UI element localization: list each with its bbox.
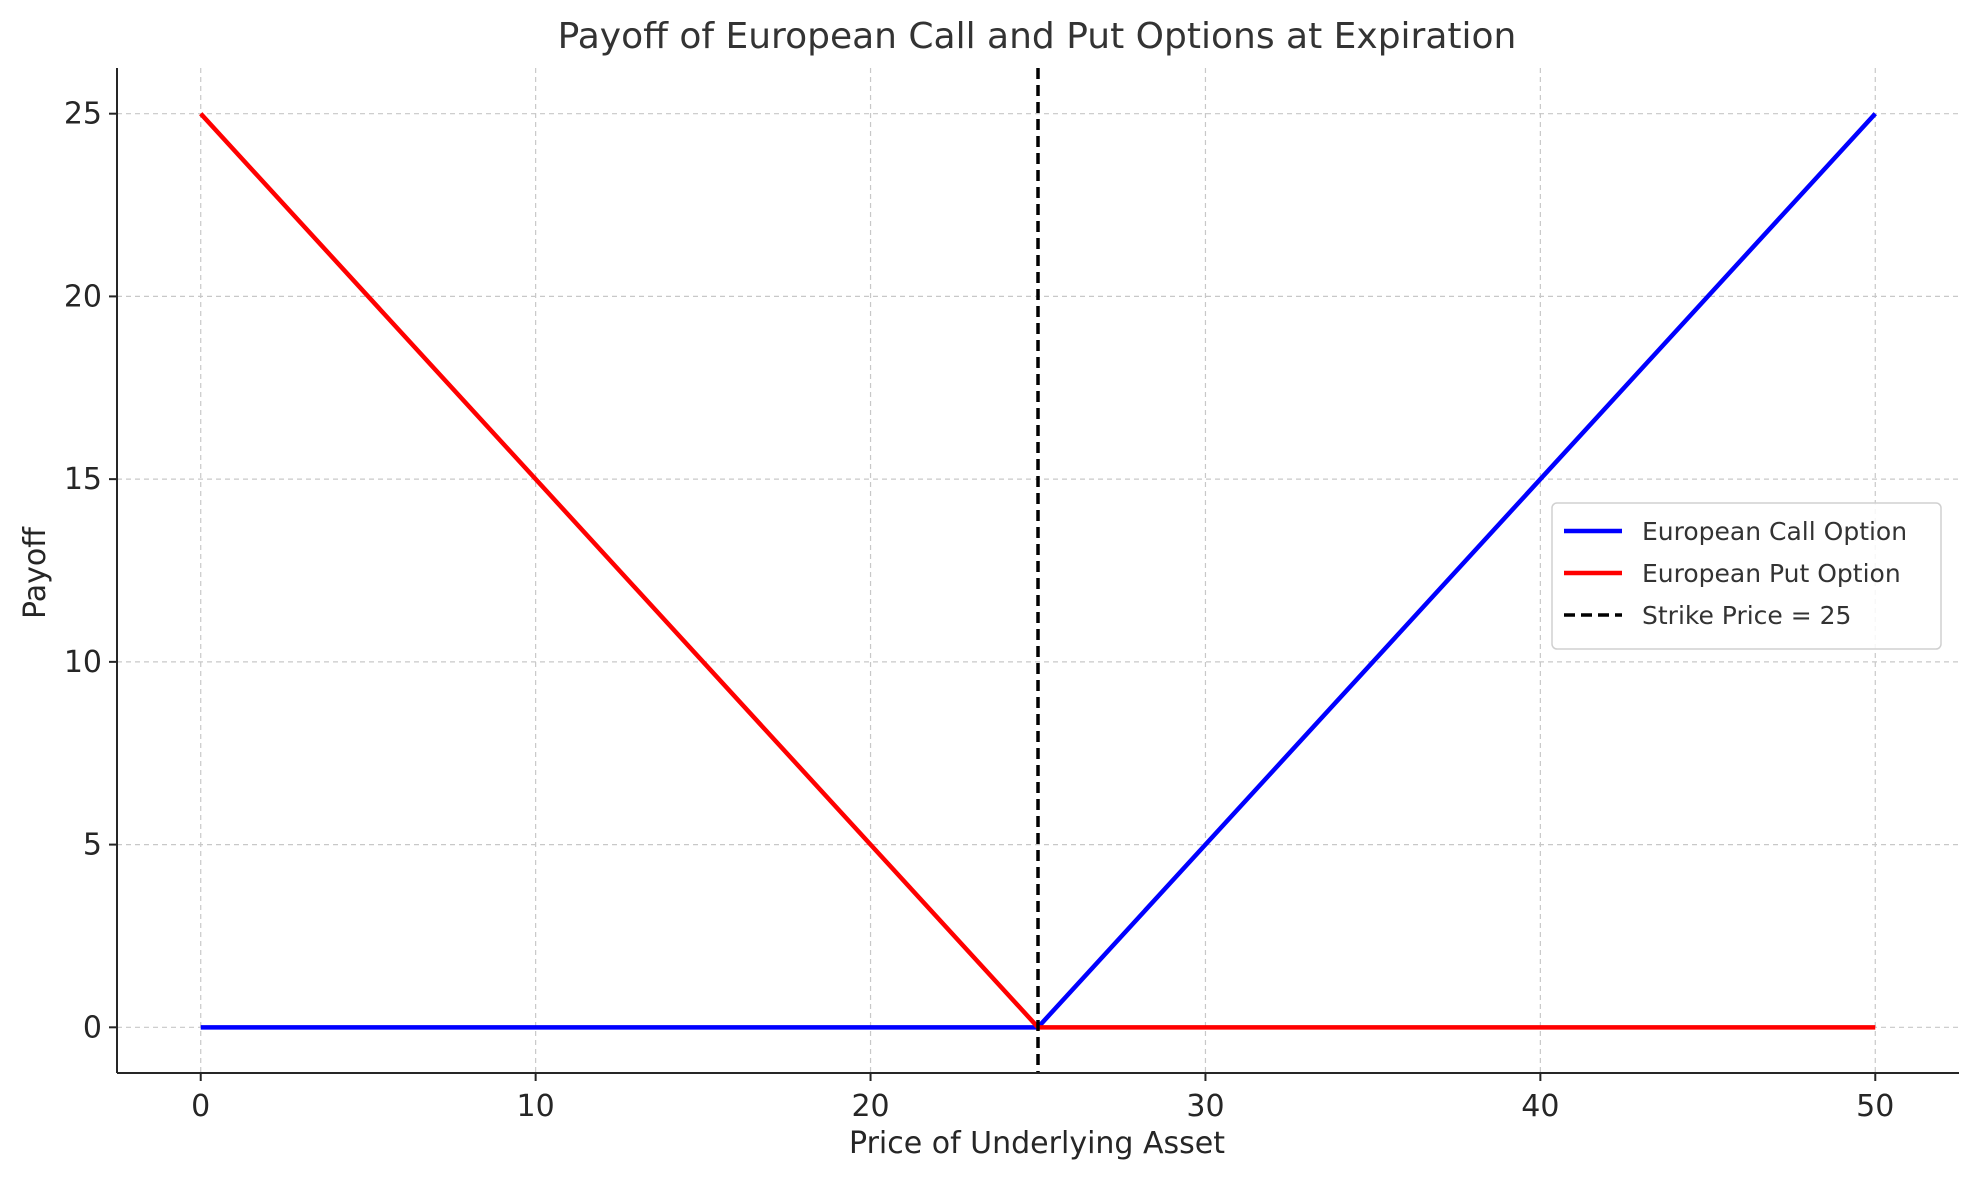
series-layer (199, 68, 1877, 1073)
x-tick-label: 30 (1186, 1089, 1224, 1124)
y-tick-label: 10 (64, 645, 102, 680)
chart-title: Payoff of European Call and Put Options … (558, 16, 1517, 57)
legend-entry-strike: Strike Price = 25 (1564, 601, 1851, 630)
x-tick-label: 50 (1856, 1089, 1894, 1124)
legend-label: European Put Option (1642, 559, 1901, 588)
x-axis-label: Price of Underlying Asset (849, 1126, 1225, 1161)
legend-entry-call: European Call Option (1564, 517, 1907, 546)
y-tick-label: 5 (83, 828, 102, 863)
x-tick-label: 0 (191, 1089, 210, 1124)
axes-layer (116, 68, 1959, 1074)
legend-label: Strike Price = 25 (1642, 601, 1851, 630)
legend: European Call Option European Put Option S… (1551, 502, 1942, 650)
y-tick-label: 15 (64, 462, 102, 497)
y-axis-label: Payoff (18, 526, 53, 619)
y-tick-label: 0 (83, 1010, 102, 1045)
legend-entry-put: European Put Option (1564, 559, 1901, 588)
x-tick-label: 10 (517, 1089, 555, 1124)
x-tick-label: 20 (851, 1089, 889, 1124)
y-tick-label: 20 (64, 279, 102, 314)
y-tick-label: 25 (64, 97, 102, 132)
x-tick-label: 40 (1521, 1089, 1559, 1124)
legend-label: European Call Option (1642, 517, 1907, 546)
legend-box (1551, 502, 1942, 650)
ticks-layer: 0 10 20 30 40 50 0 5 10 15 20 25 (64, 97, 1895, 1124)
